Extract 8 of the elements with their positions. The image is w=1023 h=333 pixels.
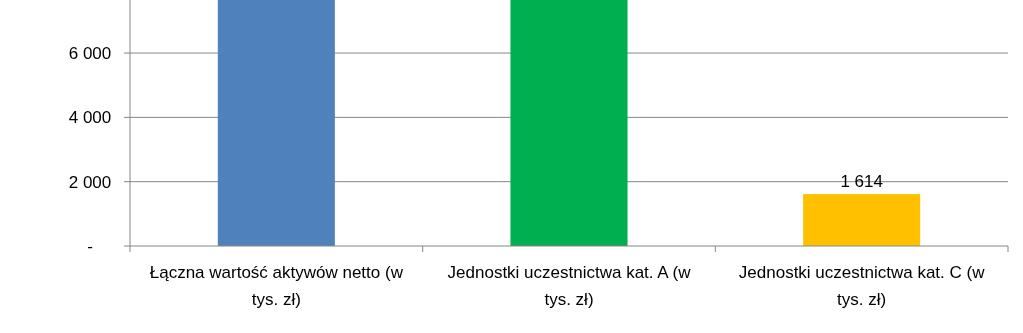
- x-tick-label: Łączna wartość aktywów netto (w tys. zł): [149, 263, 404, 309]
- y-tick-label: 6 000: [68, 44, 112, 64]
- y-tick-label: -: [87, 236, 93, 256]
- x-tick-label: Jednostki uczestnictwa kat. C (w tys. zł): [738, 263, 986, 309]
- x-tick-label: Jednostki uczestnictwa kat. A (w tys. zł): [447, 263, 692, 309]
- data-label: 1 614: [840, 172, 883, 192]
- y-tick-label: 2 000: [68, 172, 112, 192]
- y-tick-label: 4 000: [68, 108, 112, 128]
